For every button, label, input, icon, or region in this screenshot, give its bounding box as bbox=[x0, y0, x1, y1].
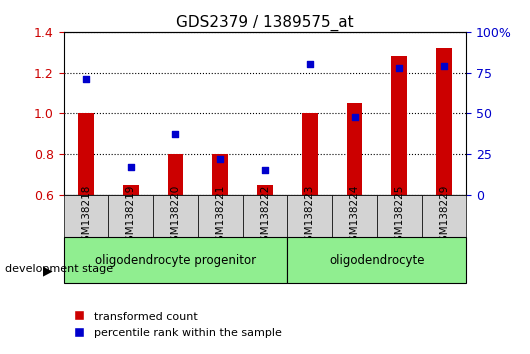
FancyBboxPatch shape bbox=[64, 237, 287, 283]
Point bbox=[305, 62, 314, 67]
Bar bbox=[213, 154, 228, 195]
FancyBboxPatch shape bbox=[287, 195, 332, 237]
FancyBboxPatch shape bbox=[64, 195, 108, 237]
Point bbox=[440, 63, 448, 69]
Point bbox=[216, 156, 225, 162]
FancyBboxPatch shape bbox=[108, 195, 153, 237]
FancyBboxPatch shape bbox=[422, 195, 466, 237]
Text: GSM138223: GSM138223 bbox=[305, 184, 315, 248]
Text: oligodendrocyte progenitor: oligodendrocyte progenitor bbox=[95, 254, 256, 267]
Text: GSM138225: GSM138225 bbox=[394, 184, 404, 248]
Text: GSM138218: GSM138218 bbox=[81, 184, 91, 248]
Text: oligodendrocyte: oligodendrocyte bbox=[329, 254, 425, 267]
FancyBboxPatch shape bbox=[198, 195, 243, 237]
Text: GSM138229: GSM138229 bbox=[439, 184, 449, 248]
FancyBboxPatch shape bbox=[153, 195, 198, 237]
Point bbox=[127, 164, 135, 170]
Bar bbox=[78, 113, 94, 195]
Title: GDS2379 / 1389575_at: GDS2379 / 1389575_at bbox=[176, 14, 354, 30]
Text: ▶: ▶ bbox=[43, 264, 53, 277]
Bar bbox=[302, 113, 317, 195]
Point bbox=[171, 132, 180, 137]
Point bbox=[395, 65, 403, 70]
Bar bbox=[257, 184, 273, 195]
Bar bbox=[347, 103, 363, 195]
FancyBboxPatch shape bbox=[287, 237, 466, 283]
Text: GSM138221: GSM138221 bbox=[215, 184, 225, 248]
Point bbox=[350, 114, 359, 119]
Bar bbox=[436, 48, 452, 195]
Bar bbox=[167, 154, 183, 195]
Point bbox=[82, 76, 90, 82]
FancyBboxPatch shape bbox=[243, 195, 287, 237]
Legend: transformed count, percentile rank within the sample: transformed count, percentile rank withi… bbox=[69, 307, 286, 342]
Text: GSM138224: GSM138224 bbox=[349, 184, 359, 248]
Text: GSM138220: GSM138220 bbox=[171, 184, 181, 247]
Bar bbox=[123, 184, 138, 195]
Bar bbox=[392, 56, 407, 195]
Point bbox=[261, 167, 269, 173]
FancyBboxPatch shape bbox=[332, 195, 377, 237]
FancyBboxPatch shape bbox=[377, 195, 422, 237]
Text: GSM138219: GSM138219 bbox=[126, 184, 136, 248]
Text: GSM138222: GSM138222 bbox=[260, 184, 270, 248]
Text: development stage: development stage bbox=[5, 264, 113, 274]
